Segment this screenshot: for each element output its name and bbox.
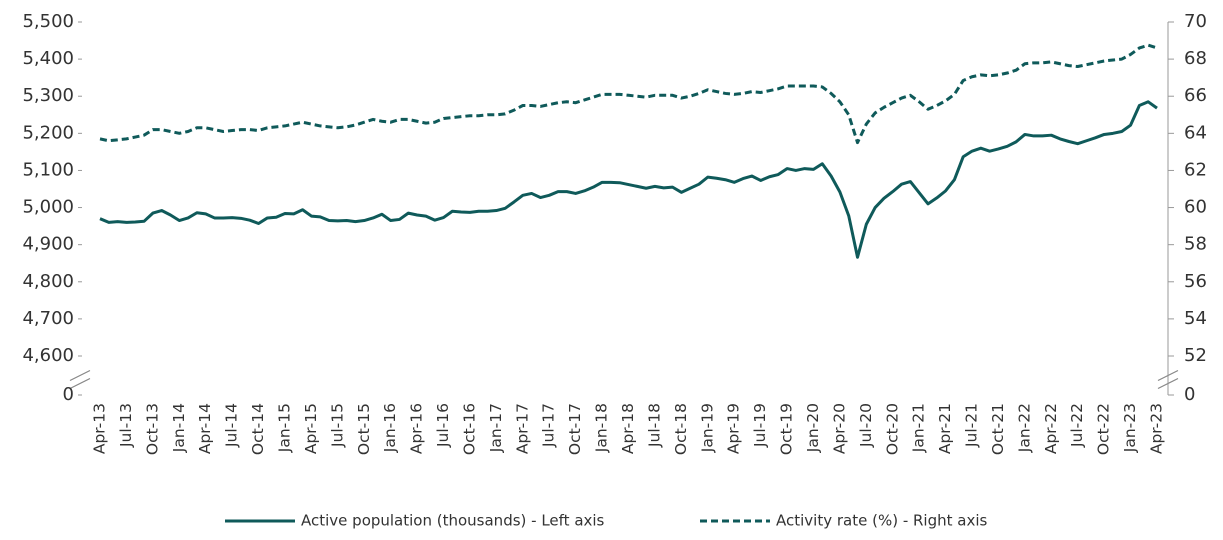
y-axis-break — [69, 377, 91, 390]
y2-tick-label: 62 — [1184, 159, 1207, 180]
legend-label: Activity rate (%) - Right axis — [776, 512, 988, 530]
y-tick-label: 5,500 — [22, 11, 74, 32]
x-tick-label: Jul-15 — [328, 403, 346, 448]
x-tick-label: Apr-17 — [513, 403, 531, 454]
legend-label: Active population (thousands) - Left axi… — [301, 512, 605, 530]
x-tick-label: Jan-19 — [698, 403, 716, 453]
y2-tick-label: 66 — [1184, 85, 1207, 106]
x-tick-label: Jan-15 — [275, 403, 293, 453]
x-tick-label: Jan-21 — [910, 403, 928, 453]
x-tick-label: Oct-17 — [566, 403, 584, 455]
x-tick-label: Jul-21 — [963, 403, 981, 448]
x-tick-label: Jul-16 — [434, 403, 452, 448]
y-tick-label: 5,100 — [22, 159, 74, 180]
line — [99, 100, 1158, 259]
y2-tick-label: 70 — [1184, 11, 1207, 32]
x-tick-label: Apr-21 — [936, 403, 954, 454]
y-tick-label: 4,700 — [22, 308, 74, 329]
x-tick-label: Jan-23 — [1121, 403, 1139, 453]
x-tick-label: Oct-14 — [249, 403, 267, 455]
y2-tick-label: 56 — [1184, 271, 1207, 292]
y-tick-label: 0 — [63, 384, 74, 405]
x-tick-label: Oct-16 — [460, 403, 478, 455]
x-tick-label: Apr-14 — [196, 403, 214, 454]
x-tick-label: Jul-22 — [1068, 403, 1086, 448]
y2-tick-label: 68 — [1184, 48, 1207, 69]
x-tick-label: Oct-18 — [672, 403, 690, 455]
y2-tick-label: 52 — [1184, 345, 1207, 366]
x-tick-label: Jan-22 — [1015, 403, 1033, 453]
y2-tick-label: 60 — [1184, 197, 1207, 218]
x-tick-label: Apr-20 — [830, 403, 848, 454]
x-tick-label: Jul-13 — [117, 403, 135, 448]
dashed-line — [99, 43, 1158, 145]
x-tick-label: Oct-13 — [143, 403, 161, 455]
x-tick-label: Apr-13 — [91, 403, 109, 454]
y-tick-label: 5,300 — [22, 85, 74, 106]
x-tick-label: Oct-19 — [778, 403, 796, 455]
x-tick-label: Apr-19 — [725, 403, 743, 454]
x-tick-label: Jul-18 — [645, 403, 663, 448]
y-tick-label: 4,600 — [22, 345, 74, 366]
x-tick-label: Jan-20 — [804, 403, 822, 453]
y-tick-label: 5,000 — [22, 197, 74, 218]
x-tick-label: Jan-16 — [381, 403, 399, 453]
x-tick-label: Oct-21 — [989, 403, 1007, 455]
x-tick-label: Oct-22 — [1095, 403, 1113, 455]
x-tick-label: Jul-19 — [751, 403, 769, 448]
x-tick-label: Jul-17 — [540, 403, 558, 448]
y-axis-break — [69, 369, 91, 382]
x-tick-label: Jan-17 — [487, 403, 505, 453]
x-tick-label: Oct-20 — [883, 403, 901, 455]
x-tick-label: Oct-15 — [355, 403, 373, 455]
x-tick-label: Jul-20 — [857, 403, 875, 448]
y-tick-label: 4,800 — [22, 271, 74, 292]
y2-tick-label: 54 — [1184, 308, 1207, 329]
x-tick-label: Apr-22 — [1042, 403, 1060, 454]
x-tick-label: Jul-14 — [223, 403, 241, 448]
y-tick-label: 4,900 — [22, 234, 74, 255]
x-tick-label: Jan-14 — [170, 403, 188, 453]
x-tick-label: Apr-23 — [1148, 403, 1166, 454]
x-tick-label: Jan-18 — [593, 403, 611, 453]
y-tick-label: 5,200 — [22, 122, 74, 143]
x-tick-label: Apr-15 — [302, 403, 320, 454]
y2-tick-label: 64 — [1184, 122, 1207, 143]
x-tick-label: Apr-18 — [619, 403, 637, 454]
y2-axis-break — [1157, 377, 1179, 390]
x-tick-label: Apr-16 — [408, 403, 426, 454]
y2-tick-label: 0 — [1184, 384, 1195, 405]
y2-axis-break — [1157, 369, 1179, 382]
y-tick-label: 5,400 — [22, 48, 74, 69]
y2-tick-label: 58 — [1184, 234, 1207, 255]
